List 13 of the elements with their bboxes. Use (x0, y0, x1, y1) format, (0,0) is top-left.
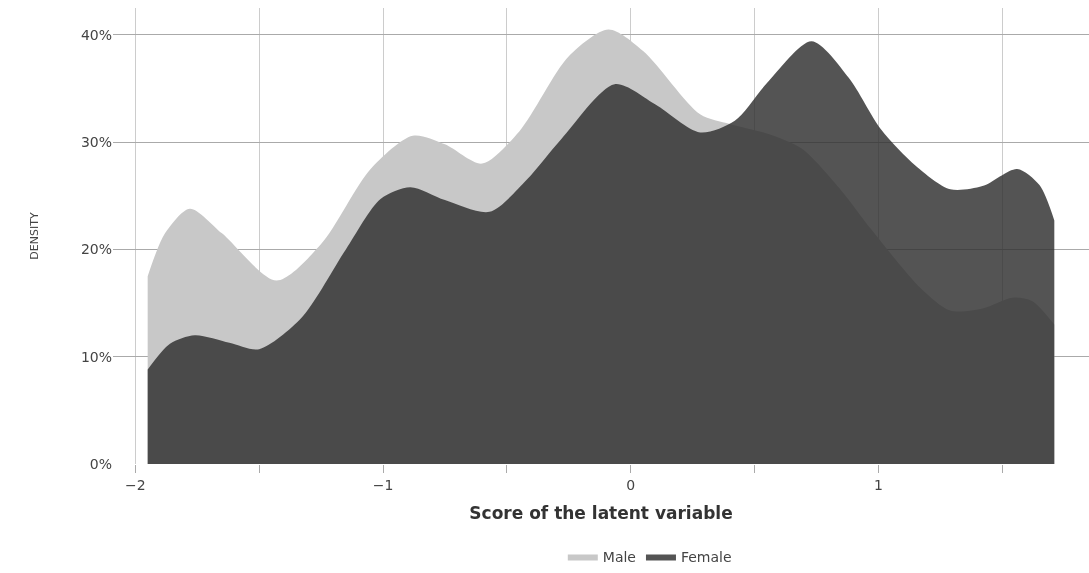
y-tick-label: 30% (80, 134, 112, 151)
y-tick-label: 10% (80, 348, 112, 365)
x-tick-label: −1 (372, 476, 394, 493)
y-tick-label: 40% (80, 26, 112, 43)
y-tick-label: 20% (80, 241, 112, 258)
x-tick-label: 0 (626, 476, 636, 493)
x-tick-label: 1 (873, 476, 883, 493)
y-axis-title: DENSITY (27, 212, 41, 260)
legend-label: Male (602, 549, 636, 566)
x-tick-label: −2 (124, 476, 146, 493)
legend-label: Female (680, 549, 732, 566)
x-axis-title: Score of the latent variable (469, 503, 733, 524)
y-tick-label: 0% (89, 455, 112, 472)
